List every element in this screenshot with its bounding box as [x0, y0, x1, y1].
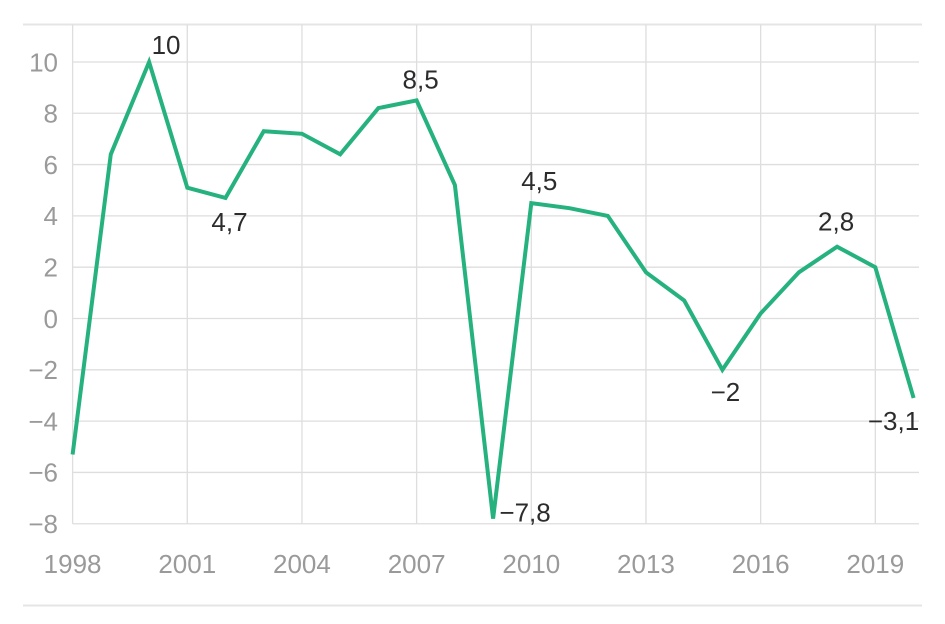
- data-point-label: 4,7: [211, 207, 247, 237]
- x-axis-tick-label: 2013: [617, 549, 675, 579]
- x-axis-tick-label: 2004: [273, 549, 331, 579]
- y-axis-tick-label: −6: [28, 458, 58, 488]
- y-axis-tick-label: −8: [28, 509, 58, 539]
- data-point-label: 8,5: [403, 64, 439, 94]
- data-point-label: 2,8: [818, 207, 854, 237]
- data-series-line: [70, 56, 916, 519]
- data-point-label: −3,1: [868, 406, 919, 436]
- y-axis-tick-label: 10: [29, 47, 58, 77]
- y-axis-tick-label: 2: [44, 252, 58, 282]
- data-point-label: 4,5: [521, 166, 557, 196]
- x-axis-tick-label: 1998: [44, 549, 102, 579]
- x-axis-tick-label: 2001: [158, 549, 216, 579]
- x-axis-tick-label: 2016: [732, 549, 790, 579]
- x-axis-tick-label: 2019: [846, 549, 904, 579]
- y-axis-tick-label: 4: [44, 201, 58, 231]
- data-point-label: −7,8: [499, 498, 550, 528]
- data-point-label: −2: [711, 377, 741, 407]
- y-axis-tick-label: 6: [44, 150, 58, 180]
- x-axis-tick-label: 2010: [502, 549, 560, 579]
- y-axis-tick-label: 0: [44, 304, 58, 334]
- y-axis-tick-label: −4: [28, 406, 58, 436]
- x-axis-tick-label: 2007: [388, 549, 446, 579]
- data-point-label: 10: [152, 30, 181, 60]
- y-axis-tick-label: −2: [28, 355, 58, 385]
- y-axis-tick-label: 8: [44, 99, 58, 129]
